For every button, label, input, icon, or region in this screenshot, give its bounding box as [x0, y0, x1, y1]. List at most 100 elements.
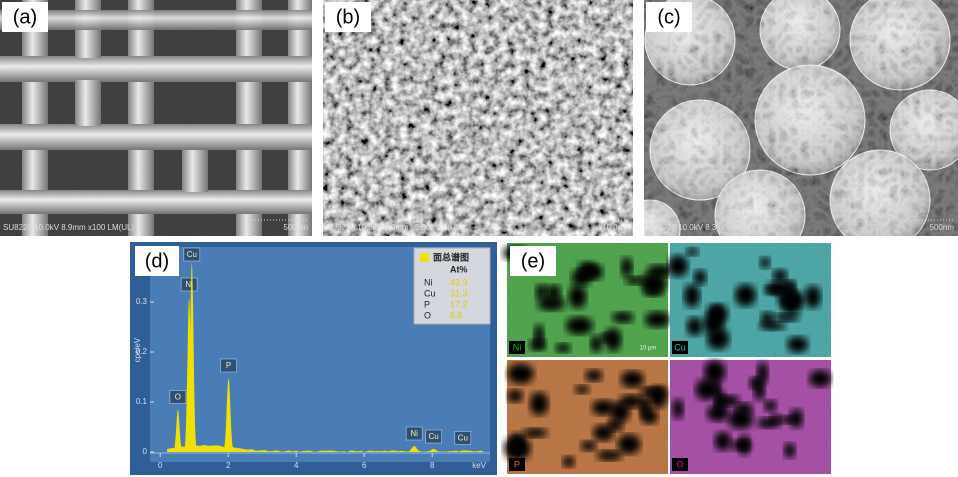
dark-region	[580, 440, 597, 452]
dark-region	[772, 269, 788, 283]
x-tick-label: 8	[430, 461, 435, 470]
peak-label-box	[454, 431, 472, 445]
dark-region	[607, 419, 624, 432]
panel-label: (e)	[521, 250, 545, 272]
peak-label: Cu	[428, 432, 438, 441]
scale-bar-label: 10 μm	[640, 346, 657, 352]
dark-region	[529, 338, 547, 351]
dark-region	[583, 264, 604, 281]
peak-label-box	[169, 390, 187, 404]
dark-region	[764, 399, 777, 412]
sem-info: SU8220 10.0kV 9.9mm x5.00k SE(UL)	[326, 223, 463, 232]
dark-region	[562, 455, 575, 468]
panel-label: (b)	[336, 6, 360, 28]
dark-region	[565, 316, 593, 335]
scale-bar-label: 10.0μm	[602, 223, 629, 232]
dark-region	[686, 316, 703, 336]
dark-region	[759, 256, 771, 269]
legend-swatch	[420, 253, 429, 262]
peak-label: P	[226, 361, 231, 370]
peak-label: Ni	[185, 280, 193, 289]
dark-region	[611, 311, 634, 324]
dark-region	[617, 434, 641, 455]
dark-region	[809, 370, 832, 388]
panel-label: (d)	[145, 250, 169, 272]
x-unit: keV	[472, 461, 486, 470]
y-axis-title: cps/eV	[133, 337, 142, 362]
scale-bar-label: 500nm	[930, 223, 955, 232]
dark-region	[769, 413, 782, 425]
dark-region	[734, 284, 757, 307]
peak	[404, 446, 425, 452]
label-box	[646, 2, 692, 32]
element-label-box	[509, 458, 525, 471]
element-name: O	[424, 310, 431, 320]
scale-bar-label: 500μm	[283, 223, 308, 232]
dark-region	[605, 327, 622, 352]
dark-region	[766, 280, 795, 296]
dark-region	[693, 269, 707, 286]
element-name: Cu	[424, 288, 436, 298]
element-maps: Ni Cu P O 10 μm (e)	[502, 243, 832, 474]
dark-region	[703, 360, 726, 384]
peak	[423, 449, 445, 452]
element-name: P	[424, 299, 430, 309]
peak	[182, 297, 196, 452]
dark-region	[625, 276, 646, 285]
x-tick-label: 2	[226, 461, 231, 470]
label-box	[135, 246, 179, 276]
dark-region	[773, 313, 800, 322]
dark-region	[789, 408, 804, 429]
sem-particles	[323, 0, 633, 236]
panel-label: (c)	[657, 6, 680, 28]
element-label: O	[676, 459, 683, 469]
dark-region	[535, 284, 548, 300]
dark-region	[620, 370, 645, 388]
dark-region	[804, 285, 821, 309]
sem-spheres	[644, 0, 958, 236]
element-label: Cu	[674, 342, 686, 352]
peak-label: Cu	[458, 434, 468, 443]
peak	[171, 409, 185, 452]
x-tick-label: 0	[158, 461, 163, 470]
continuum	[167, 444, 484, 452]
dark-region	[620, 257, 633, 278]
x-tick-label: 6	[362, 461, 367, 470]
dark-region	[753, 376, 766, 401]
dark-region	[706, 303, 729, 325]
y-tick-label: 0.3	[136, 297, 148, 306]
dark-region	[683, 284, 701, 308]
label-box	[510, 246, 556, 276]
sem-info: SU8220 10.0kV 8.3mm x80.0k SE(UL)	[647, 223, 784, 232]
sem-mesh	[0, 0, 312, 236]
x-tick-label: 4	[294, 461, 299, 470]
peak	[451, 450, 474, 452]
dark-region	[590, 335, 603, 353]
peak-label-box	[180, 277, 198, 292]
dark-region	[509, 432, 525, 454]
element-label: P	[514, 459, 520, 469]
dark-region	[781, 292, 802, 315]
element-label: Ni	[513, 342, 522, 352]
dark-region	[648, 385, 668, 409]
dark-region	[537, 296, 566, 311]
panel-label: (a)	[13, 6, 37, 28]
dark-region	[596, 450, 623, 461]
dark-region	[786, 336, 809, 353]
element-label-box	[672, 458, 688, 471]
peak-label-box	[183, 247, 201, 262]
peak-label-box	[405, 426, 423, 441]
peak-label-box	[220, 358, 237, 373]
peak	[221, 378, 236, 452]
dark-region	[555, 343, 571, 353]
y-tick-label: 0	[143, 447, 148, 456]
dark-region	[714, 431, 732, 451]
table-header: At%	[450, 264, 468, 274]
dark-region	[592, 424, 614, 442]
peak-label: Ni	[410, 429, 418, 438]
dark-region	[759, 321, 786, 331]
element-value: 8.6	[450, 310, 463, 320]
dark-region	[735, 402, 753, 415]
